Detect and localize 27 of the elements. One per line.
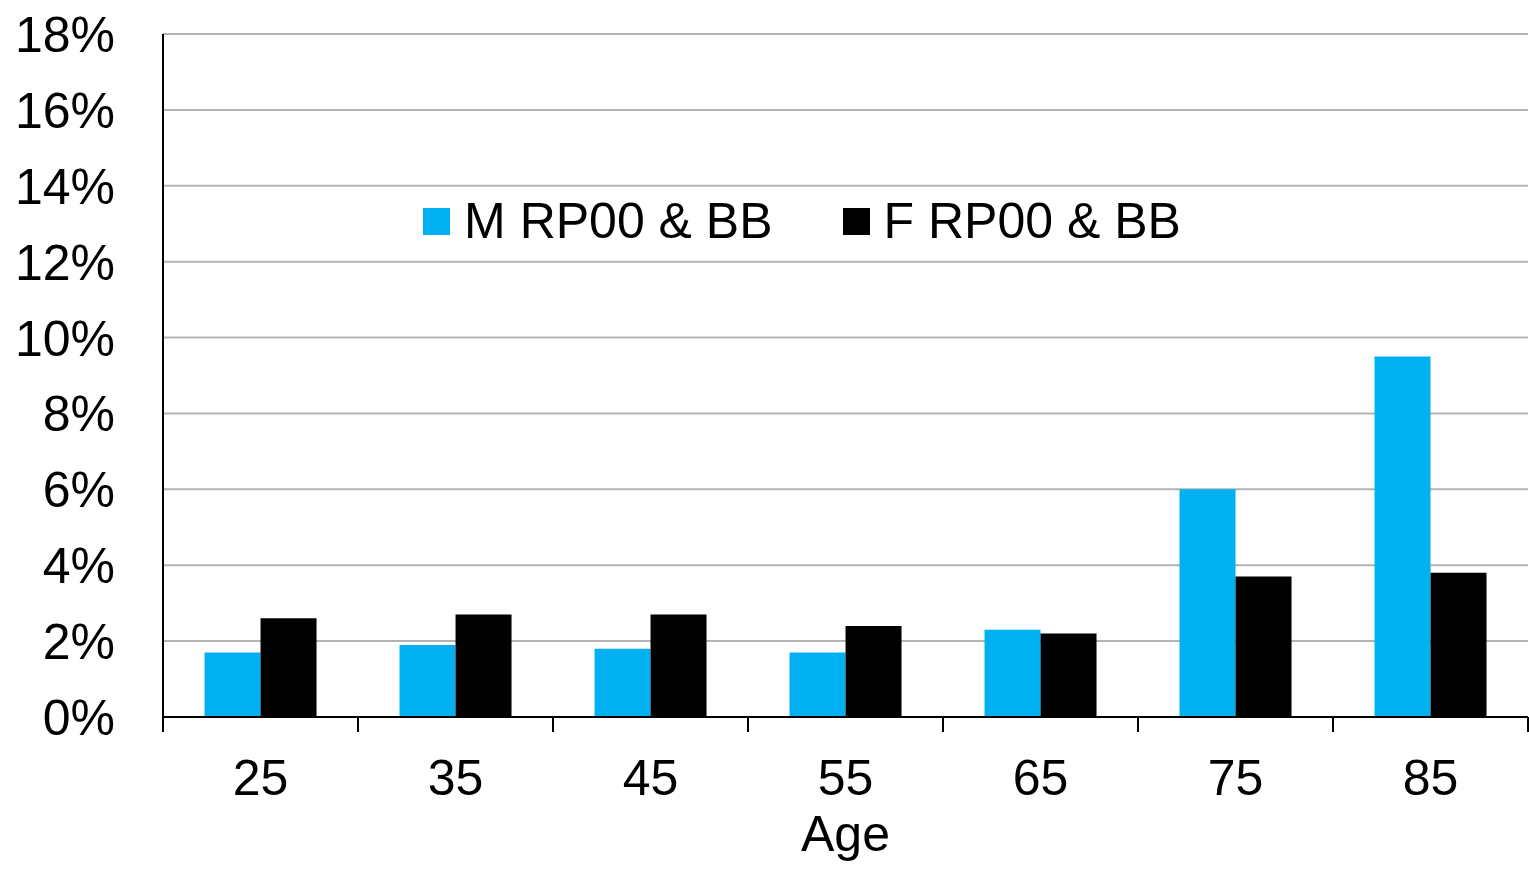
y-tick-label: 8% — [42, 386, 115, 443]
bar — [1374, 356, 1431, 717]
bar — [399, 644, 456, 717]
x-tick-label: 35 — [427, 750, 484, 806]
legend-label: F RP00 & BB — [882, 193, 1181, 249]
bar — [594, 648, 651, 717]
y-tick-label: 16% — [14, 82, 115, 139]
legend-label: M RP00 & BB — [463, 193, 773, 249]
y-tick-label: 4% — [42, 538, 115, 595]
x-tick-label: 45 — [622, 750, 679, 806]
bar — [204, 652, 261, 717]
y-tick-label: 10% — [14, 310, 115, 367]
x-axis-title: Age — [801, 806, 890, 862]
y-tick-label: 18% — [14, 7, 115, 63]
y-tick-label: 12% — [14, 234, 115, 291]
y-tick-label: 6% — [42, 462, 115, 519]
y-tick-label: 0% — [42, 690, 115, 746]
bar — [789, 652, 846, 717]
x-tick-label: 65 — [1012, 750, 1069, 806]
bar — [984, 629, 1041, 717]
y-tick-label: 2% — [42, 614, 115, 671]
x-tick-label: 85 — [1402, 750, 1459, 806]
x-tick-label: 25 — [232, 750, 289, 806]
bar — [1179, 489, 1236, 717]
x-tick-label: 55 — [817, 750, 874, 806]
y-tick-label: 14% — [14, 158, 115, 215]
x-tick-label: 75 — [1207, 750, 1264, 806]
